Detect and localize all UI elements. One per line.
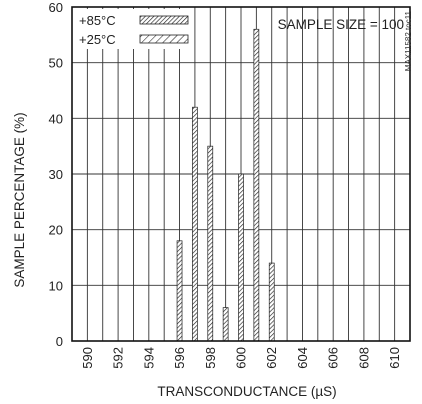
x-tick-label: 606 (326, 347, 341, 369)
x-tick-label: 598 (203, 347, 218, 369)
legend-swatch-85c (139, 15, 189, 25)
x-tick-labels: 590 592 594 596 598 600 602 604 606 608 610 (80, 347, 402, 369)
x-tick-label: 594 (141, 347, 156, 369)
x-tick-label: 602 (264, 347, 279, 369)
y-tick-label: 60 (49, 0, 63, 15)
x-tick-label: 596 (172, 347, 187, 369)
legend-swatch-25c (139, 34, 189, 44)
figure-id: MAX11582 toc11 (404, 10, 413, 71)
y-tick-label: 20 (49, 223, 63, 238)
legend-label-85c: +85°C (79, 13, 116, 28)
plot-frame (71, 6, 411, 342)
histogram-bar (176, 240, 183, 342)
x-tick-label: 608 (356, 347, 371, 369)
histogram-bar (253, 28, 260, 342)
y-tick-label: 50 (49, 56, 63, 71)
x-tick-label: 592 (111, 347, 126, 369)
x-tick-label: 604 (295, 347, 310, 369)
legend: +85°C +25°C (76, 9, 194, 49)
histogram-bar (192, 106, 198, 342)
x-tick-label: 610 (387, 347, 402, 369)
x-tick-label: 590 (80, 347, 95, 369)
histogram-bar (268, 262, 275, 342)
y-axis-title: SAMPLE PERCENTAGE (%) (12, 112, 27, 287)
histogram-bar (207, 145, 214, 342)
y-tick-label: 0 (56, 334, 63, 349)
y-tick-label: 10 (49, 278, 63, 293)
histogram-bar (238, 173, 244, 342)
x-axis-title: TRANSCONDUCTANCE (µS) (157, 384, 336, 399)
x-tick-label: 600 (234, 347, 249, 369)
y-tick-label: 40 (49, 111, 63, 126)
y-tick-label: 30 (49, 167, 63, 182)
histogram-bar (222, 307, 229, 342)
y-tick-labels: 0 10 20 30 40 50 60 (49, 0, 63, 349)
sample-size-annotation: SAMPLE SIZE = 100 (278, 17, 404, 32)
legend-label-25c: +25°C (79, 32, 116, 47)
